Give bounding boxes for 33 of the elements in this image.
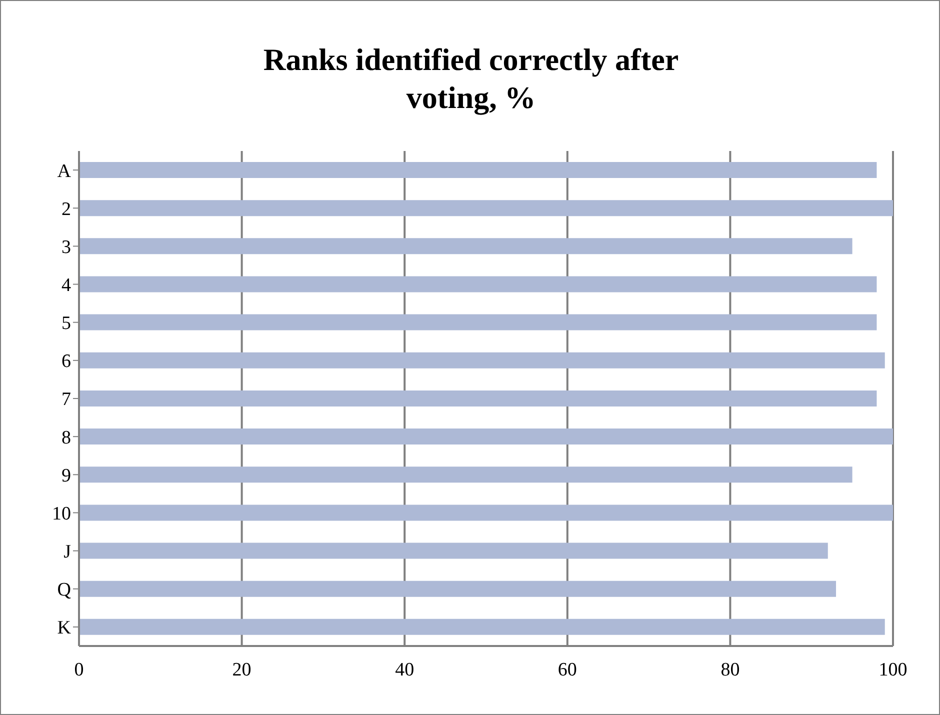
bar [79, 276, 877, 292]
bar [79, 428, 893, 445]
bar [79, 352, 885, 368]
bar [79, 314, 877, 330]
x-tick-label: 60 [558, 659, 577, 680]
y-tick-label: 2 [62, 198, 71, 220]
y-tick-label: 5 [62, 313, 71, 334]
bar [79, 580, 836, 597]
x-tick-label: 100 [878, 659, 908, 680]
y-tick-label: J [64, 542, 71, 563]
y-tick-label: Q [57, 580, 72, 601]
bar [79, 390, 877, 406]
bar [79, 162, 877, 178]
bar [79, 238, 852, 254]
y-tick-label: K [57, 618, 72, 639]
x-tick-label: 0 [74, 659, 84, 680]
x-tick-label: 80 [720, 659, 740, 680]
x-tick-label: 20 [232, 659, 252, 680]
y-tick-label: 4 [62, 275, 72, 296]
chart-title: Ranks identified correctly after voting, % [262, 41, 680, 117]
bar [79, 542, 828, 559]
bar [79, 618, 885, 635]
bar [79, 466, 852, 483]
y-tick-label: 8 [62, 427, 71, 448]
y-tick-label: 3 [62, 236, 71, 258]
y-tick-label: 10 [52, 503, 71, 524]
y-tick-label: A [57, 160, 72, 182]
y-tick-label: 7 [62, 389, 71, 410]
x-tick-label: 40 [395, 659, 414, 680]
y-tick-label: 6 [62, 351, 71, 372]
bar [79, 504, 893, 521]
y-tick-label: 9 [62, 465, 71, 486]
bar [79, 200, 893, 216]
